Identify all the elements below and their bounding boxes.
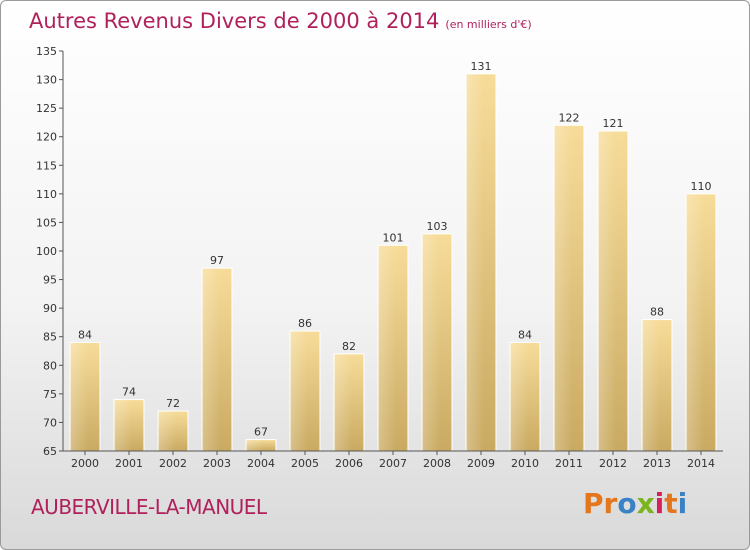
bar-value-label: 131: [471, 60, 492, 73]
bar-value-label: 88: [650, 306, 664, 319]
bar-shine-2012: [598, 131, 628, 451]
bar-shine-2004: [246, 439, 276, 451]
proxiti-logo: Proxiti: [583, 487, 687, 520]
bar-value-label: 103: [427, 220, 448, 233]
y-tick-label: 70: [43, 416, 57, 429]
bar-value-label: 72: [166, 397, 180, 410]
bar-value-label: 82: [342, 340, 356, 353]
bar-shine-2013: [642, 319, 672, 451]
city-name: AUBERVILLE-LA-MANUEL: [31, 495, 267, 519]
bar-value-label: 97: [210, 254, 224, 267]
x-tick-label: 2009: [467, 457, 495, 470]
bar-value-label: 84: [518, 328, 532, 341]
y-tick-label: 65: [43, 445, 57, 458]
x-tick-label: 2014: [687, 457, 715, 470]
y-tick-label: 95: [43, 274, 57, 287]
bar-value-label: 67: [254, 426, 268, 439]
bar-value-label: 84: [78, 328, 92, 341]
logo-letter: P: [583, 487, 604, 520]
logo-letter: x: [636, 487, 655, 520]
bar-shine-2002: [158, 411, 188, 451]
bar-shine-2014: [686, 193, 716, 451]
chart-title: Autres Revenus Divers de 2000 à 2014 (en …: [29, 9, 532, 33]
y-tick-label: 100: [36, 245, 57, 258]
bar-shine-2006: [334, 353, 364, 451]
x-tick-label: 2000: [71, 457, 99, 470]
bar-shine-2009: [466, 73, 496, 451]
y-tick-label: 120: [36, 131, 57, 144]
bar-value-label: 101: [383, 231, 404, 244]
y-tick-label: 105: [36, 216, 57, 229]
bar-shine-2010: [510, 342, 540, 451]
y-tick-label: 80: [43, 359, 57, 372]
bar-shine-2007: [378, 245, 408, 451]
x-tick-label: 2004: [247, 457, 275, 470]
x-tick-label: 2007: [379, 457, 407, 470]
x-tick-label: 2005: [291, 457, 319, 470]
bar-shine-2001: [114, 399, 144, 451]
bars: 84 74 72 97 67 86 82 101 103 131 84 122 121 88 110: [69, 60, 717, 452]
y-tick-label: 75: [43, 388, 57, 401]
chart-subtitle: (en milliers d'€): [445, 18, 532, 31]
x-tick-label: 2006: [335, 457, 363, 470]
x-tick-label: 2001: [115, 457, 143, 470]
y-axis: 65 70 75 80 85 90 95 100 105 110 115 120 125 130 135: [36, 45, 64, 458]
x-axis: 2000 2001 2002 2003 2004 2005 2006 2007 2008 2009…: [63, 450, 723, 470]
logo-letter: o: [617, 487, 637, 520]
logo-letter: i: [677, 487, 688, 520]
y-tick-label: 115: [36, 159, 57, 172]
bar-value-label: 122: [559, 111, 580, 124]
x-tick-label: 2002: [159, 457, 187, 470]
bar-shine-2008: [422, 233, 452, 451]
bar-value-label: 110: [691, 180, 712, 193]
y-tick-label: 90: [43, 302, 57, 315]
x-tick-label: 2010: [511, 457, 539, 470]
y-tick-label: 110: [36, 188, 57, 201]
x-tick-label: 2011: [555, 457, 583, 470]
bar-value-label: 86: [298, 317, 312, 330]
x-tick-label: 2008: [423, 457, 451, 470]
x-tick-label: 2012: [599, 457, 627, 470]
bar-shine-2003: [202, 268, 232, 451]
bar-value-label: 121: [603, 117, 624, 130]
y-tick-label: 130: [36, 74, 57, 87]
logo-letter: t: [664, 487, 678, 520]
bar-shine-2011: [554, 125, 584, 452]
y-tick-label: 125: [36, 102, 57, 115]
logo-letter: r: [603, 487, 618, 520]
bar-shine-2005: [290, 331, 320, 451]
logo-letter: i: [654, 487, 665, 520]
bar-shine-2000: [70, 342, 100, 451]
y-tick-label: 135: [36, 45, 57, 58]
x-tick-label: 2013: [643, 457, 671, 470]
bar-value-label: 74: [122, 386, 136, 399]
chart-title-text: Autres Revenus Divers de 2000 à 2014: [29, 9, 440, 33]
y-tick-label: 85: [43, 331, 57, 344]
x-tick-label: 2003: [203, 457, 231, 470]
